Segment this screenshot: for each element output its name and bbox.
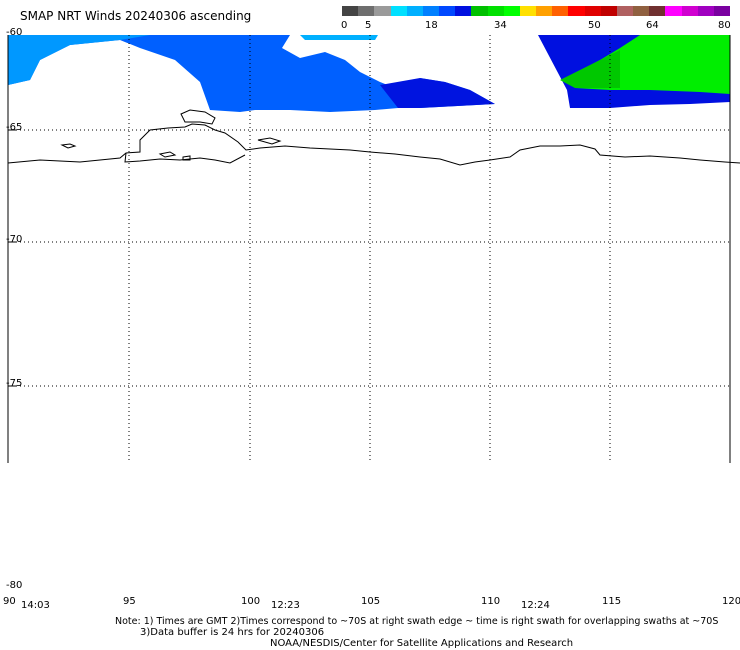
graticule <box>8 35 730 463</box>
colorbar-swatch <box>616 6 634 16</box>
colorbar-tick-label: 0 <box>341 20 348 31</box>
wind-swath-left-dark <box>380 78 495 108</box>
colorbar-swatch <box>697 6 714 16</box>
note-line-2: 3)Data buffer is 24 hrs for 20240306 <box>140 627 325 638</box>
colorbar-swatch <box>552 6 569 16</box>
colorbar-swatch <box>649 6 666 16</box>
lon-label: 90 <box>3 596 16 607</box>
colorbar-swatch <box>374 6 391 16</box>
colorbar-swatch <box>600 6 617 16</box>
colorbar-swatch <box>439 6 456 16</box>
colorbar-tick-label: 80 <box>718 20 731 31</box>
swath-time-label: 12:24 <box>521 600 550 611</box>
colorbar-swatch <box>665 6 682 16</box>
wind-swath-right-green-dark <box>560 50 620 88</box>
map-frame <box>7 35 731 463</box>
swath-time-label: 14:03 <box>21 600 50 611</box>
colorbar-swatch <box>358 6 375 16</box>
island <box>257 137 282 145</box>
colorbar-swatch <box>455 6 472 16</box>
colorbar-swatch <box>633 6 650 16</box>
lon-label: 100 <box>241 596 261 607</box>
wind-swath-left <box>8 35 495 112</box>
lon-label: 105 <box>361 596 381 607</box>
colorbar-swatch <box>503 6 520 16</box>
coastline <box>7 123 740 166</box>
colorbar-tick-label: 18 <box>425 20 438 31</box>
colorbar-tick-label: 50 <box>588 20 601 31</box>
colorbar-swatch <box>681 6 698 16</box>
lat-label: -75 <box>6 378 23 389</box>
colorbar-swatch <box>342 6 359 16</box>
lat-label: -70 <box>6 234 23 245</box>
colorbar-swatch <box>519 6 537 16</box>
colorbar-tick-label: 34 <box>494 20 507 31</box>
wind-speed-colorbar <box>342 6 731 16</box>
wind-swath-top-strip <box>300 35 378 40</box>
lat-label: -60 <box>6 27 23 38</box>
colorbar-swatch <box>422 6 440 16</box>
lon-label: 110 <box>481 596 501 607</box>
colorbar-swatch <box>584 6 601 16</box>
lat-label: -80 <box>6 580 23 591</box>
colorbar-tick-label: 5 <box>365 20 372 31</box>
lat-ticks <box>8 129 16 387</box>
colorbar-swatch <box>406 6 423 16</box>
colorbar-tick-label: 64 <box>646 20 659 31</box>
island <box>158 151 177 158</box>
colorbar-swatch <box>713 6 731 16</box>
coastline-inland <box>124 152 246 164</box>
note-line-1: Note: 1) Times are GMT 2)Times correspon… <box>115 616 719 627</box>
lon-label: 95 <box>123 596 136 607</box>
lat-label: -65 <box>6 122 23 133</box>
colorbar-swatch <box>487 6 504 16</box>
colorbar-swatch <box>568 6 585 16</box>
island <box>180 109 216 125</box>
lon-label: 115 <box>602 596 622 607</box>
island <box>182 155 191 161</box>
lon-label: 120 <box>722 596 740 607</box>
colorbar-swatch <box>471 6 488 16</box>
map-title: SMAP NRT Winds 20240306 ascending <box>20 9 252 23</box>
note-line-3: NOAA/NESDIS/Center for Satellite Applica… <box>270 638 574 649</box>
colorbar-swatch <box>390 6 407 16</box>
wind-swath-left-light <box>8 35 150 85</box>
colorbar-swatch <box>536 6 553 16</box>
island <box>60 143 77 149</box>
swath-time-label: 12:23 <box>271 600 300 611</box>
